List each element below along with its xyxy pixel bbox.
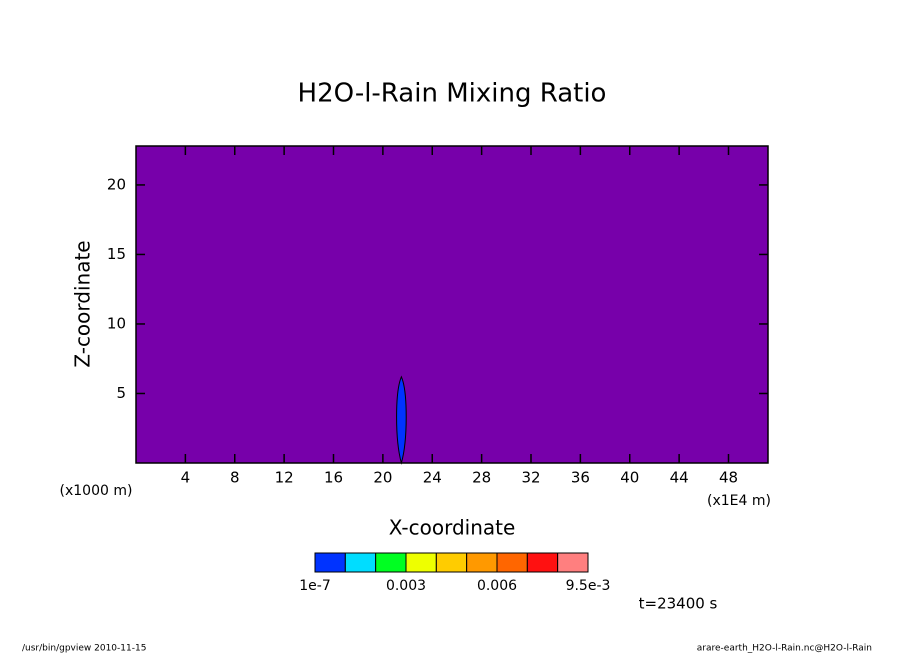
time-label: t=23400 s <box>639 595 718 613</box>
colorbar-label: 1e-7 <box>299 578 330 594</box>
chart-title: H2O-l-Rain Mixing Ratio <box>298 79 607 109</box>
x-tick-label: 28 <box>472 469 491 487</box>
y-tick-label: 15 <box>107 245 126 263</box>
colorbar-box <box>557 552 589 573</box>
y-axis-label: Z-coordinate <box>71 240 95 367</box>
x-unit-left: (x1000 m) <box>60 483 133 499</box>
colorbar-box <box>405 552 437 573</box>
colorbar-box <box>314 552 346 573</box>
x-tick-label: 40 <box>620 469 639 487</box>
colorbar-box <box>435 552 468 573</box>
plot-frame <box>135 145 769 464</box>
footer-left: /usr/bin/gpview 2010-11-15 <box>22 644 146 654</box>
colorbar-label: 9.5e-3 <box>566 578 611 594</box>
x-tick-label: 12 <box>275 469 294 487</box>
x-unit-right: (x1E4 m) <box>707 493 771 509</box>
x-axis-label: X-coordinate <box>389 516 516 540</box>
x-tick-label: 44 <box>670 469 689 487</box>
x-tick-label: 36 <box>571 469 590 487</box>
colorbar-box <box>466 552 498 573</box>
footer-right: arare-earth_H2O-l-Rain.nc@H2O-l-Rain <box>697 644 872 654</box>
x-tick-label: 16 <box>324 469 343 487</box>
x-tick-label: 20 <box>373 469 392 487</box>
x-tick-label: 48 <box>719 469 738 487</box>
y-tick-label: 10 <box>107 314 126 332</box>
colorbar-label: 0.006 <box>477 578 517 594</box>
x-tick-label: 24 <box>423 469 442 487</box>
x-tick-label: 8 <box>230 469 240 487</box>
y-tick-label: 20 <box>107 175 126 193</box>
colorbar-label: 0.003 <box>386 578 426 594</box>
colorbar-box <box>496 552 528 573</box>
plot-background <box>136 146 768 463</box>
x-tick-label: 4 <box>181 469 191 487</box>
contour-region <box>396 375 407 465</box>
y-tick-label: 5 <box>116 384 126 402</box>
colorbar-box <box>344 552 377 573</box>
x-tick-label: 32 <box>521 469 540 487</box>
colorbar-box <box>526 552 559 573</box>
colorbar-box <box>375 552 407 573</box>
